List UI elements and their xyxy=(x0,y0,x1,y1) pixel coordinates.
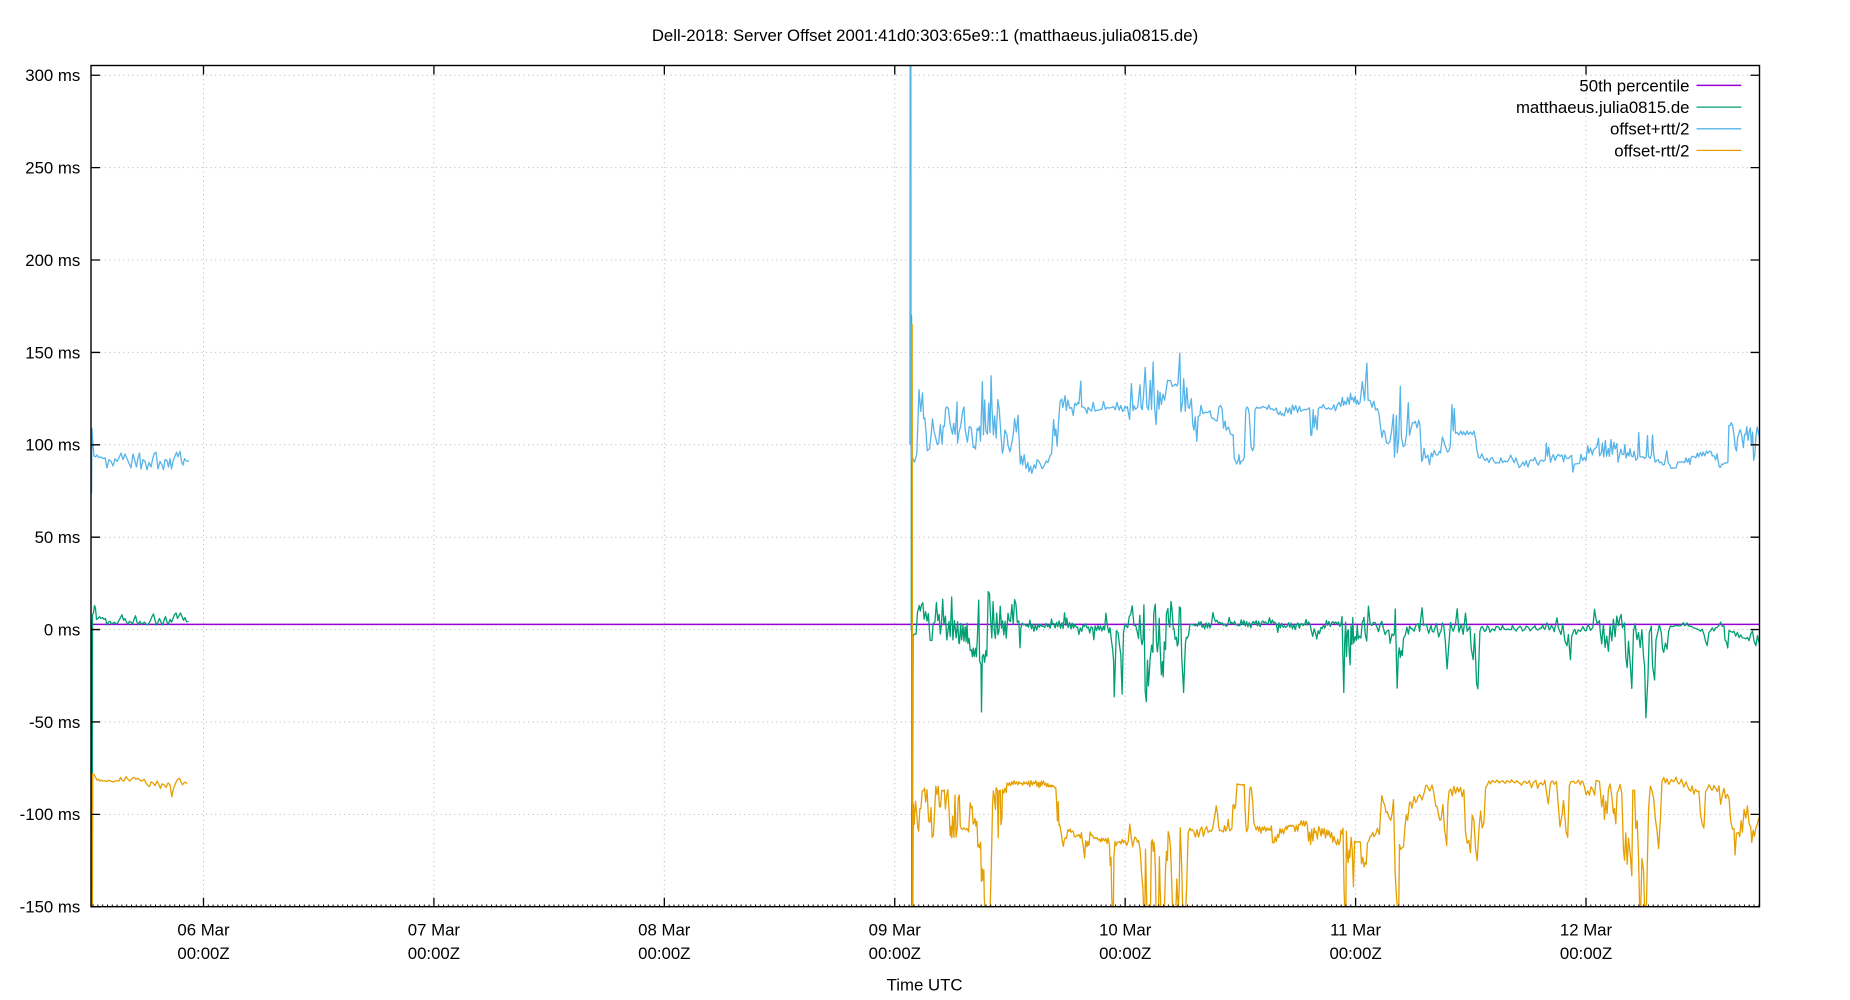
svg-text:offset+rtt/2: offset+rtt/2 xyxy=(1610,120,1689,139)
svg-text:11 Mar: 11 Mar xyxy=(1330,921,1381,940)
svg-text:offset-rtt/2: offset-rtt/2 xyxy=(1614,141,1689,160)
svg-text:07 Mar: 07 Mar xyxy=(408,921,461,940)
svg-text:00:00Z: 00:00Z xyxy=(408,944,460,963)
svg-text:300 ms: 300 ms xyxy=(25,66,80,85)
svg-text:00:00Z: 00:00Z xyxy=(1099,944,1151,963)
svg-text:12 Mar: 12 Mar xyxy=(1560,921,1613,940)
svg-text:00:00Z: 00:00Z xyxy=(869,944,921,963)
svg-text:Dell-2018: Server Offset 2001:: Dell-2018: Server Offset 2001:41d0:303:6… xyxy=(652,26,1198,45)
svg-text:200 ms: 200 ms xyxy=(25,251,80,270)
svg-text:matthaeus.julia0815.de: matthaeus.julia0815.de xyxy=(1516,98,1690,117)
svg-text:00:00Z: 00:00Z xyxy=(638,944,690,963)
svg-text:-100 ms: -100 ms xyxy=(20,805,81,824)
svg-text:00:00Z: 00:00Z xyxy=(1560,944,1612,963)
svg-text:10 Mar: 10 Mar xyxy=(1099,921,1152,940)
svg-text:-50 ms: -50 ms xyxy=(29,713,80,732)
svg-text:08 Mar: 08 Mar xyxy=(638,921,691,940)
svg-text:00:00Z: 00:00Z xyxy=(177,944,229,963)
svg-text:-150 ms: -150 ms xyxy=(20,898,81,917)
svg-text:50th percentile: 50th percentile xyxy=(1579,76,1689,95)
svg-text:06 Mar: 06 Mar xyxy=(177,921,230,940)
svg-text:09 Mar: 09 Mar xyxy=(869,921,922,940)
svg-text:150 ms: 150 ms xyxy=(25,343,80,362)
svg-text:50 ms: 50 ms xyxy=(35,528,81,547)
svg-text:250 ms: 250 ms xyxy=(25,159,80,178)
svg-text:0 ms: 0 ms xyxy=(44,621,80,640)
svg-text:00:00Z: 00:00Z xyxy=(1329,944,1381,963)
svg-text:Time UTC: Time UTC xyxy=(887,975,963,994)
svg-text:100 ms: 100 ms xyxy=(25,436,80,455)
